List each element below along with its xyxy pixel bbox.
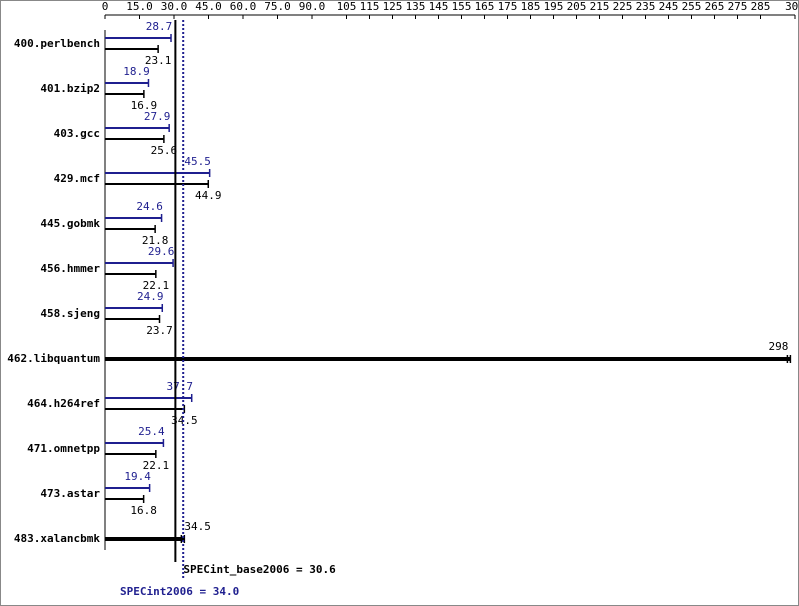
value-label: 19.4	[124, 470, 151, 483]
value-label: 24.6	[136, 200, 163, 213]
value-label: 34.5	[184, 520, 211, 533]
x-tick-label: 265	[705, 0, 725, 13]
bar	[105, 124, 170, 132]
value-label: 16.9	[131, 99, 158, 112]
bar	[105, 394, 193, 402]
bar	[105, 535, 186, 543]
x-tick-label: 205	[567, 0, 587, 13]
x-tick-label: 125	[383, 0, 403, 13]
x-tick-label: 45.0	[195, 0, 222, 13]
bar	[105, 484, 151, 492]
y-tick-label: 400.perlbench	[14, 37, 100, 50]
y-tick-label: 445.gobmk	[40, 217, 100, 230]
x-tick-label: 285	[751, 0, 771, 13]
x-tick-label: 185	[521, 0, 541, 13]
bar	[105, 315, 161, 323]
bar	[105, 90, 145, 98]
value-label: 34.5	[171, 414, 198, 427]
x-tick-label: 145	[429, 0, 449, 13]
x-tick-label: 275	[728, 0, 748, 13]
y-tick-label: 464.h264ref	[27, 397, 100, 410]
bar	[105, 405, 186, 413]
bar	[105, 79, 150, 87]
x-tick-label: 105	[337, 0, 357, 13]
y-tick-label: 471.omnetpp	[27, 442, 100, 455]
x-tick-label: 255	[682, 0, 702, 13]
x-tick-label: 115	[360, 0, 380, 13]
x-tick-label: 90.0	[299, 0, 326, 13]
x-tick-label: 135	[406, 0, 426, 13]
y-tick-label: 429.mcf	[54, 172, 100, 185]
y-tick-label: 483.xalancbmk	[14, 532, 100, 545]
bar	[105, 180, 210, 188]
bar	[105, 225, 156, 233]
value-label: 21.8	[142, 234, 169, 247]
value-label: 28.7	[146, 20, 173, 33]
value-label: 18.9	[123, 65, 150, 78]
value-label: 44.9	[195, 189, 222, 202]
bar	[105, 135, 165, 143]
value-label: 22.1	[143, 279, 170, 292]
value-label: 25.6	[151, 144, 178, 157]
value-label: 298	[769, 340, 789, 353]
bar	[105, 304, 164, 312]
value-label: 45.5	[184, 155, 211, 168]
value-label: 25.4	[138, 425, 165, 438]
bar	[105, 45, 159, 53]
x-tick-label: 60.0	[230, 0, 257, 13]
x-tick-label: 215	[590, 0, 610, 13]
y-tick-label: 403.gcc	[54, 127, 100, 140]
bar	[105, 169, 211, 177]
value-label: 24.9	[137, 290, 164, 303]
x-tick-label: 175	[498, 0, 518, 13]
x-tick-label: 75.0	[264, 0, 291, 13]
mean-name: SPECint_base2006 =	[183, 563, 303, 576]
y-tick-label: 473.astar	[40, 487, 100, 500]
x-tick-label: 15.0	[126, 0, 153, 13]
bar	[105, 355, 792, 363]
bar	[105, 214, 163, 222]
y-tick-label: 458.sjeng	[40, 307, 100, 320]
mean-label: SPECint_base2006 = 30.6	[183, 563, 336, 576]
x-tick-label: 195	[544, 0, 564, 13]
x-tick-label: 30.0	[161, 0, 188, 13]
bar	[105, 439, 165, 447]
value-label: 23.1	[145, 54, 172, 67]
bar	[105, 450, 157, 458]
mean-name: SPECint2006 =	[120, 585, 206, 598]
value-label: 22.1	[143, 459, 170, 472]
bar	[105, 259, 174, 267]
x-tick-label: 225	[613, 0, 633, 13]
bar	[105, 270, 157, 278]
mean-value: 34.0	[213, 585, 240, 598]
x-tick-label: 165	[475, 0, 495, 13]
value-label: 16.8	[130, 504, 157, 517]
x-tick-label: 245	[659, 0, 679, 13]
x-tick-label: 155	[452, 0, 472, 13]
value-label: 37.7	[166, 380, 193, 393]
bar	[105, 495, 145, 503]
x-tick-label: 235	[636, 0, 656, 13]
bar	[105, 34, 172, 42]
y-tick-label: 456.hmmer	[40, 262, 100, 275]
y-tick-label: 462.libquantum	[7, 352, 100, 365]
value-label: 23.7	[146, 324, 173, 337]
value-label: 29.6	[148, 245, 175, 258]
mean-value: 30.6	[309, 563, 336, 576]
x-tick-label: 0	[102, 0, 109, 13]
mean-label: SPECint2006 = 34.0	[120, 585, 239, 598]
y-tick-label: 401.bzip2	[40, 82, 100, 95]
x-tick-label: 300	[785, 0, 799, 13]
value-label: 27.9	[144, 110, 171, 123]
